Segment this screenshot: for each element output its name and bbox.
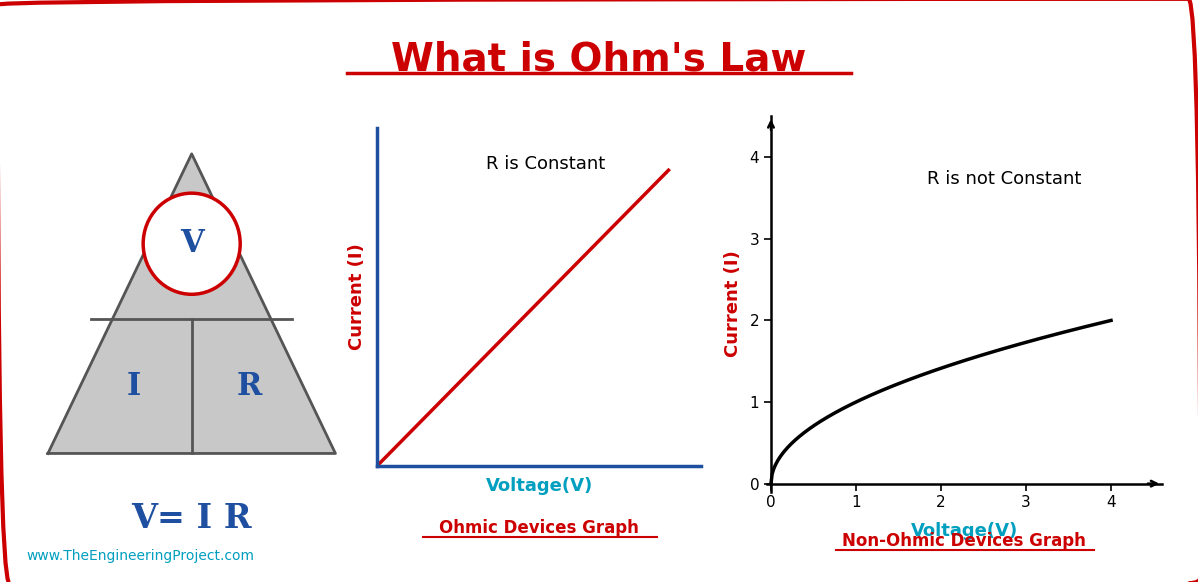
Polygon shape — [48, 154, 335, 453]
Text: www.TheEngineeringProject.com: www.TheEngineeringProject.com — [26, 549, 254, 563]
X-axis label: Voltage(V): Voltage(V) — [910, 521, 1018, 540]
Text: I: I — [127, 371, 141, 402]
X-axis label: Voltage(V): Voltage(V) — [485, 477, 593, 495]
Text: R is not Constant: R is not Constant — [927, 170, 1081, 188]
Y-axis label: Current (I): Current (I) — [725, 251, 743, 357]
Text: R: R — [236, 371, 262, 402]
Text: V: V — [180, 228, 204, 259]
Y-axis label: Current (I): Current (I) — [349, 243, 367, 350]
Text: Ohmic Devices Graph: Ohmic Devices Graph — [440, 519, 639, 537]
Text: V= I R: V= I R — [132, 502, 252, 535]
Circle shape — [143, 193, 240, 294]
Text: What is Ohm's Law: What is Ohm's Law — [392, 41, 806, 79]
Text: R is Constant: R is Constant — [486, 155, 605, 172]
Text: Non-Ohmic Devices Graph: Non-Ohmic Devices Graph — [842, 532, 1087, 550]
